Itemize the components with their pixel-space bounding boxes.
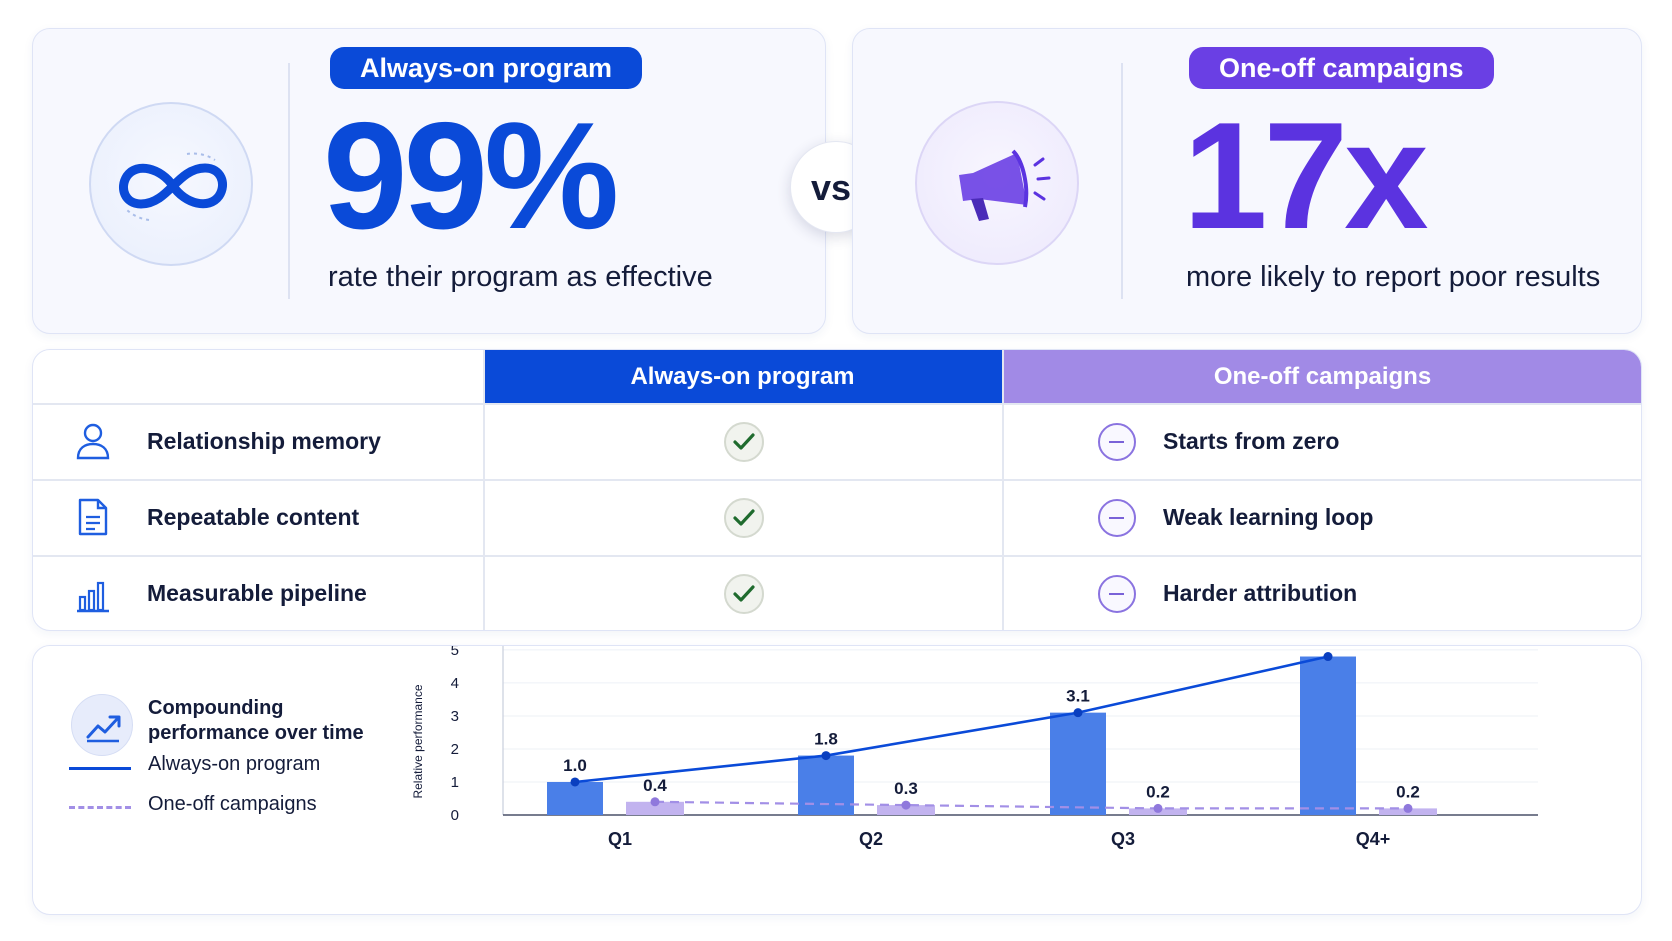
y-tick-label: 5 — [451, 646, 459, 659]
bar — [547, 781, 603, 815]
row-label: Repeatable content — [147, 504, 360, 530]
chart-title: Compounding performance over time — [148, 697, 364, 744]
data-label: 1.8 — [814, 730, 838, 749]
column-divider — [483, 350, 485, 630]
y-tick-label: 1 — [451, 774, 459, 791]
column-divider — [1002, 350, 1004, 630]
bar-chart-icon — [77, 581, 109, 613]
legend-label-always-on: Always-on program — [148, 753, 321, 775]
series-line — [654, 800, 1408, 810]
bar — [1300, 656, 1356, 815]
bar — [798, 755, 854, 815]
one-off-stat-card: One-off campaigns 17x more likely to rep… — [852, 28, 1642, 334]
data-point — [1153, 803, 1163, 813]
always-on-stat-card: Always-on program 99% rate their program… — [32, 28, 826, 334]
data-label: 0.4 — [643, 776, 667, 795]
y-tick-label: 0 — [451, 807, 459, 824]
y-axis-label: Relative performance — [411, 684, 425, 798]
header-always-on: Always-on program — [483, 350, 1002, 403]
data-point — [1323, 652, 1333, 662]
row-divider — [33, 555, 1641, 557]
bar — [877, 805, 935, 815]
data-point — [650, 797, 660, 807]
infinity-icon — [89, 102, 253, 266]
data-label: 4.8 — [1316, 646, 1340, 650]
minus-icon — [1098, 499, 1136, 537]
minus-icon — [1098, 575, 1136, 613]
series-line — [574, 655, 1329, 784]
row-label: Measurable pipeline — [147, 580, 367, 606]
one-off-cell: Weak learning loop — [1163, 504, 1374, 530]
always-on-caption: rate their program as effective — [328, 261, 713, 293]
one-off-pill: One-off campaigns — [1189, 47, 1494, 89]
one-off-stat: 17x — [1183, 91, 1429, 261]
always-on-stat: 99% — [323, 91, 619, 261]
data-label: 0.2 — [1146, 782, 1170, 801]
one-off-caption: more likely to report poor results — [1186, 261, 1601, 293]
y-tick-label: 2 — [451, 741, 459, 758]
data-point — [1403, 803, 1413, 813]
x-tick-label: Q3 — [1111, 829, 1135, 849]
data-label: 1.0 — [563, 756, 587, 775]
data-point — [570, 777, 580, 787]
document-icon — [78, 498, 108, 536]
bar — [626, 801, 684, 815]
row-label: Relationship memory — [147, 428, 381, 454]
data-point — [1073, 708, 1083, 718]
check-icon — [724, 574, 764, 614]
data-point — [901, 800, 911, 810]
y-tick-label: 3 — [451, 708, 459, 725]
one-off-cell: Harder attribution — [1163, 580, 1358, 606]
person-icon — [76, 423, 110, 460]
check-icon — [724, 422, 764, 462]
comparison-table: Always-on program One-off campaigns Rela… — [32, 349, 1642, 631]
trend-up-icon — [71, 694, 133, 756]
data-label: 0.2 — [1396, 782, 1420, 801]
y-tick-label: 4 — [451, 675, 459, 692]
x-tick-label: Q1 — [608, 829, 632, 849]
data-label: 0.3 — [894, 779, 918, 798]
row-divider — [33, 479, 1641, 481]
x-tick-label: Q4+ — [1356, 829, 1391, 849]
data-label: 3.1 — [1066, 687, 1090, 706]
header-one-off: One-off campaigns — [1002, 350, 1641, 403]
legend-label-one-off: One-off campaigns — [148, 793, 317, 815]
legend-swatch-one-off — [69, 806, 131, 809]
x-tick-label: Q2 — [859, 829, 883, 849]
always-on-pill: Always-on program — [330, 47, 643, 89]
one-off-cell: Starts from zero — [1163, 428, 1340, 454]
megaphone-icon — [915, 101, 1079, 265]
performance-chart-card: Compounding performance over time Always… — [32, 645, 1642, 915]
chart-plot: 0 1 2 3 4 5 Relative performance 1.0 1.8 3.1 4.8 0.… — [411, 646, 1538, 849]
hero-divider — [1121, 63, 1123, 299]
bar — [1050, 712, 1106, 815]
minus-icon — [1098, 423, 1136, 461]
legend-swatch-always-on — [69, 767, 131, 770]
check-icon — [724, 498, 764, 538]
row-divider — [33, 403, 1641, 405]
data-point — [821, 751, 831, 761]
hero-divider — [288, 63, 290, 299]
